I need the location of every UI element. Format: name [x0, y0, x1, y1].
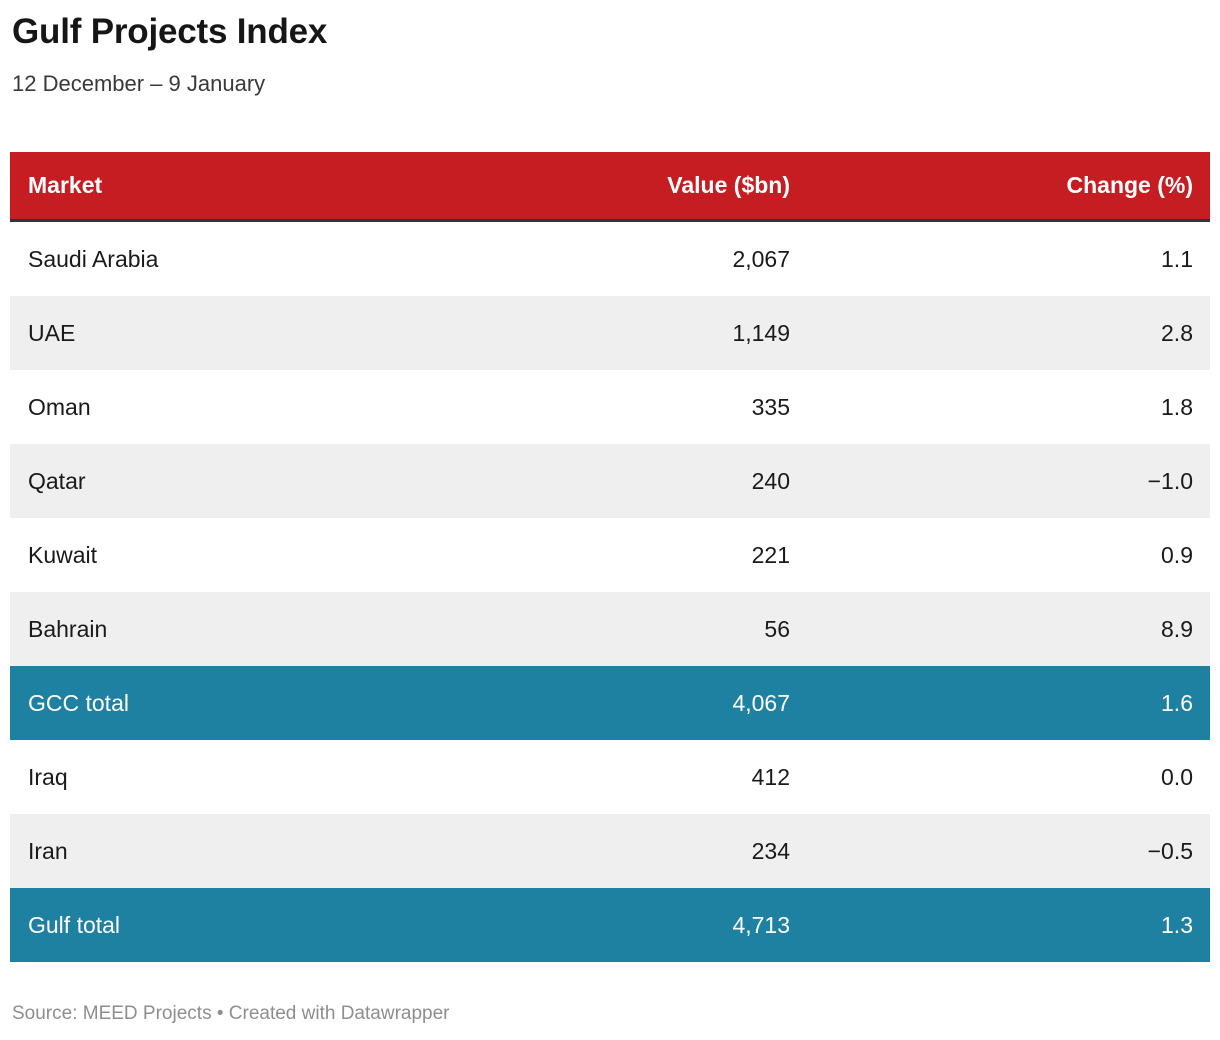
cell-market: Gulf total [28, 911, 121, 938]
cell-change: −1.0 [1147, 467, 1193, 494]
table-row: Kuwait 221 0.9 [10, 518, 1210, 592]
cell-market: GCC total [28, 689, 129, 716]
source-attribution: Source: MEED Projects • Created with Dat… [12, 1003, 450, 1024]
column-header-market: Market [28, 172, 103, 198]
cell-market: Bahrain [28, 615, 108, 642]
cell-value: 412 [751, 763, 790, 790]
cell-market: Qatar [28, 467, 86, 494]
cell-value: 4,713 [732, 911, 790, 938]
cell-change: 1.6 [1161, 689, 1193, 716]
cell-market: Iraq [28, 763, 68, 790]
cell-value: 2,067 [732, 245, 790, 272]
table-row-total: Gulf total 4,713 1.3 [10, 888, 1210, 962]
cell-market: Iran [28, 837, 68, 864]
table-row: UAE 1,149 2.8 [10, 296, 1210, 370]
table-header-row: Market Value ($bn) Change (%) [10, 152, 1210, 222]
cell-value: 1,149 [732, 319, 790, 346]
cell-change: 0.9 [1161, 541, 1193, 568]
table-row: Qatar 240 −1.0 [10, 444, 1210, 518]
cell-market: UAE [28, 319, 76, 346]
table-row: Oman 335 1.8 [10, 370, 1210, 444]
cell-change: 1.1 [1161, 245, 1193, 272]
cell-change: 1.3 [1161, 911, 1193, 938]
column-header-change: Change (%) [1066, 172, 1194, 198]
page-title: Gulf Projects Index [12, 12, 328, 51]
table-row: Iraq 412 0.0 [10, 740, 1210, 814]
table-row: Iran 234 −0.5 [10, 814, 1210, 888]
chart-header: Gulf Projects Index 12 December – 9 Janu… [0, 10, 1220, 98]
projects-table: Market Value ($bn) Change (%) Saudi Arab… [10, 152, 1210, 962]
cell-value: 4,067 [732, 689, 790, 716]
cell-market: Saudi Arabia [28, 245, 159, 272]
column-header-value: Value ($bn) [667, 172, 790, 198]
cell-change: 1.8 [1161, 393, 1193, 420]
cell-value: 234 [751, 837, 790, 864]
cell-value: 240 [751, 467, 790, 494]
cell-change: 2.8 [1161, 319, 1193, 346]
page-subtitle: 12 December – 9 January [12, 71, 266, 96]
table-row: Bahrain 56 8.9 [10, 592, 1210, 666]
cell-market: Kuwait [28, 541, 98, 568]
cell-value: 56 [764, 615, 790, 642]
table-row: Saudi Arabia 2,067 1.1 [10, 222, 1210, 296]
table-body: Saudi Arabia 2,067 1.1 UAE 1,149 2.8 Oman 335 1.… [10, 222, 1210, 962]
cell-change: −0.5 [1147, 837, 1193, 864]
table-row-total: GCC total 4,067 1.6 [10, 666, 1210, 740]
cell-change: 8.9 [1161, 615, 1193, 642]
cell-change: 0.0 [1161, 763, 1193, 790]
cell-market: Oman [28, 393, 91, 420]
cell-value: 221 [751, 541, 790, 568]
cell-value: 335 [751, 393, 790, 420]
